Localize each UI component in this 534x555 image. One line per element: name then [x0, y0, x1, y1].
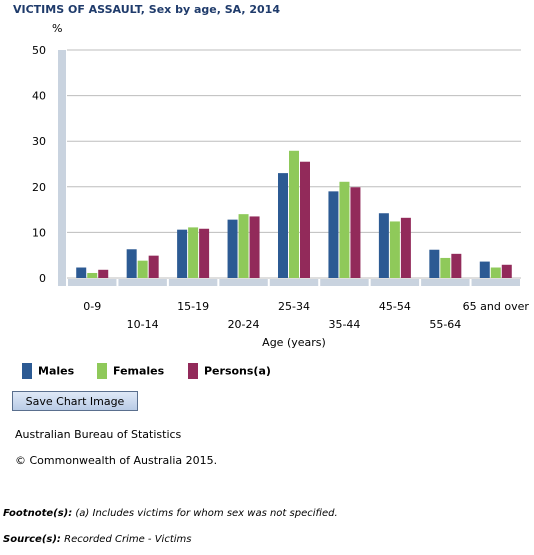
tick-labels: 0 10 20 30 40 50 0-9 10-14 15-19 20-24 25-34 35-44 4… [32, 44, 529, 331]
x-tick-label: 25-34 [278, 300, 310, 313]
bar-males-10-14 [126, 249, 137, 278]
legend-label-persons: Persons(a) [204, 364, 271, 378]
bar-females-10-14 [137, 260, 148, 278]
legend-label-females: Females [113, 364, 165, 378]
bars [76, 150, 512, 278]
bar-males-55-64 [429, 249, 440, 278]
bar-personsa-25-34 [300, 161, 310, 278]
x-tick-label: 35-44 [328, 318, 360, 331]
bar-personsa-35-44 [350, 187, 361, 278]
bar-males-35-44 [328, 191, 339, 278]
legend-swatch-males [22, 363, 32, 379]
bar-females-45-54 [389, 221, 400, 278]
bar-personsa-45-54 [400, 217, 411, 278]
source: Source(s): Recorded Crime - Victims [3, 534, 191, 545]
bar-females-35-44 [339, 181, 350, 278]
x-axis-segment [421, 279, 470, 286]
bar-males-15-19 [177, 229, 188, 278]
bar-females-20-24 [238, 214, 249, 278]
x-axis-segment [219, 279, 268, 286]
x-axis-segment [370, 279, 420, 286]
x-tick-label: 55-64 [429, 318, 461, 331]
x-tick-label: 65 and over [463, 300, 530, 313]
save-chart-image-button[interactable]: Save Chart Image [12, 391, 138, 411]
bar-personsa-0-9 [98, 269, 109, 278]
bar-personsa-15-19 [199, 228, 210, 278]
y-tick-label: 10 [32, 226, 46, 239]
x-tick-label: 10-14 [127, 318, 159, 331]
bar-males-20-24 [227, 219, 238, 278]
y-tick-label: 50 [32, 44, 46, 57]
footnote-text: (a) Includes victims for whom sex was no… [75, 508, 338, 519]
bar-personsa-55-64 [451, 253, 462, 278]
bar-personsa-10-14 [148, 255, 159, 278]
bar-personsa-20-24 [249, 216, 260, 278]
legend-item-persons: Persons(a) [188, 363, 271, 379]
bar-males-45-54 [378, 213, 389, 278]
footnote-label: Footnote(s): [3, 508, 73, 519]
y-tick-label: 40 [32, 90, 46, 103]
bar-males-65-and-over [479, 261, 490, 278]
bar-males-25-34 [278, 173, 288, 278]
y-tick-label: 0 [39, 272, 46, 285]
axes [58, 50, 520, 286]
publisher-text: Australian Bureau of Statistics [15, 428, 182, 441]
bar-males-0-9 [76, 267, 87, 278]
bar-females-55-64 [440, 257, 451, 278]
footnote: Footnote(s): (a) Includes victims for wh… [3, 508, 338, 519]
bar-females-15-19 [188, 227, 199, 278]
x-tick-label: 0-9 [83, 300, 101, 313]
x-axis-segment [320, 279, 369, 286]
x-axis-label: Age (years) [262, 336, 326, 349]
y-tick-label: 30 [32, 135, 46, 148]
legend-swatch-females [97, 363, 107, 379]
source-label: Source(s): [3, 534, 61, 545]
x-axis-segment [118, 279, 167, 286]
x-axis-segment [269, 279, 319, 286]
legend-item-females: Females [97, 363, 164, 379]
bar-females-25-34 [289, 150, 299, 278]
chart-title: VICTIMS OF ASSAULT, Sex by age, SA, 2014 [13, 3, 280, 16]
bar-females-65-and-over [490, 267, 501, 278]
bar-chart: 0 10 20 30 40 50 0-9 10-14 15-19 20-24 25-34 35-44 4… [32, 22, 529, 349]
copyright-text: © Commonwealth of Australia 2015. [15, 454, 218, 467]
bar-females-0-9 [87, 272, 98, 278]
y-axis-wall [58, 50, 66, 286]
x-axis-segment [68, 279, 117, 286]
y-tick-label: 20 [32, 181, 46, 194]
x-tick-label: 20-24 [228, 318, 260, 331]
x-axis-segment [168, 279, 218, 286]
legend-item-males: Males [22, 363, 74, 379]
source-text: Recorded Crime - Victims [64, 534, 192, 545]
bar-personsa-65-and-over [501, 264, 512, 278]
x-tick-label: 45-54 [379, 300, 411, 313]
x-axis-segment [471, 279, 520, 286]
y-axis-label: % [52, 22, 62, 35]
legend-swatch-persons [188, 363, 198, 379]
legend-label-males: Males [38, 364, 75, 378]
x-tick-label: 15-19 [177, 300, 209, 313]
